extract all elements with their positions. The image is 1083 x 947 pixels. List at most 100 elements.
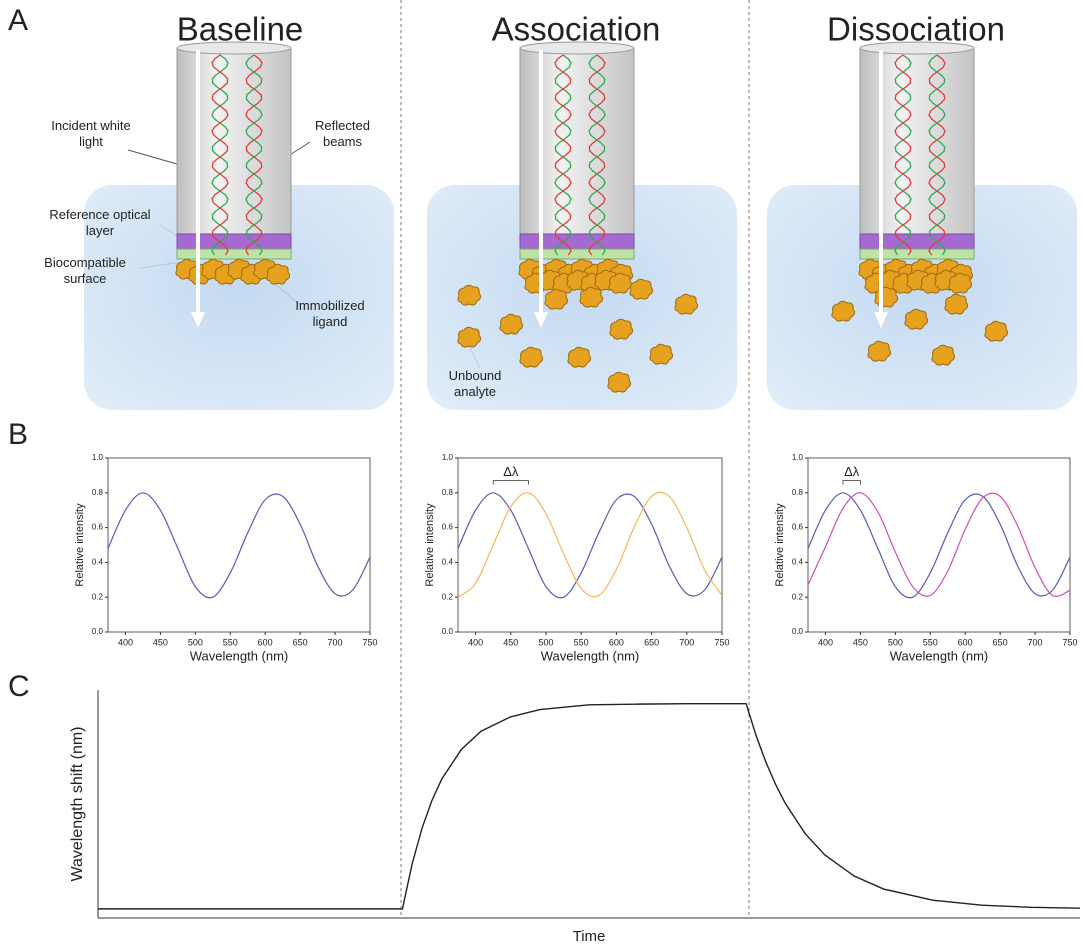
series-line	[807, 492, 1071, 599]
x-tick-label: 600	[958, 637, 973, 647]
fiber-tip	[519, 47, 635, 237]
y-tick-label: 0.0	[792, 627, 804, 636]
annotation: Incident white light	[51, 118, 131, 149]
x-tick-label: 650	[293, 637, 308, 647]
shift-bracket	[492, 480, 529, 485]
molecule	[544, 288, 569, 310]
molecule	[944, 293, 969, 315]
sensor-diagram	[767, 41, 1077, 410]
shift-bracket	[842, 480, 861, 485]
buffer-well	[84, 185, 394, 410]
light-wave	[928, 54, 946, 256]
x-tick-label: 450	[153, 637, 168, 647]
molecule	[609, 318, 634, 340]
x-tick-label: 500	[888, 637, 903, 647]
incident-arrowhead	[874, 312, 888, 328]
x-tick-label: 400	[818, 637, 833, 647]
x-tick-label: 750	[714, 637, 729, 647]
x-tick-label: 700	[1028, 637, 1043, 647]
y-tick-label: 0.0	[92, 627, 104, 636]
y-axis-label: Wavelength shift (nm)	[69, 726, 86, 881]
x-tick-label: 550	[574, 637, 589, 647]
y-tick-label: 0.6	[442, 523, 454, 532]
buffer-well	[767, 185, 1077, 410]
molecule	[266, 263, 291, 285]
y-tick-label: 0.4	[442, 558, 454, 567]
fiber-top	[859, 41, 975, 55]
x-tick-label: 550	[923, 637, 938, 647]
incident-arrowhead	[534, 312, 548, 328]
x-tick-label: 450	[503, 637, 518, 647]
panel-label: B	[8, 418, 28, 451]
light-wave	[554, 54, 572, 256]
molecule	[948, 272, 973, 294]
x-tick-label: 750	[362, 637, 377, 647]
x-tick-label: 700	[328, 637, 343, 647]
sensor-diagram	[84, 41, 394, 410]
y-tick-label: 0.4	[792, 558, 804, 567]
light-wave	[211, 54, 229, 256]
annotation: Reflected beams	[315, 118, 370, 149]
shift-annotation: Δλ	[844, 464, 860, 479]
axes-frame	[807, 457, 1071, 633]
y-tick-label: 1.0	[442, 453, 454, 462]
x-tick-label: 500	[188, 637, 203, 647]
annotation: Immobilized ligand	[295, 298, 365, 329]
molecule	[567, 346, 592, 368]
molecule	[499, 313, 524, 335]
reference-layer	[519, 233, 635, 250]
molecule	[931, 344, 956, 366]
y-tick-label: 0.8	[442, 488, 454, 497]
light-wave	[588, 54, 606, 256]
y-tick-label: 0.6	[792, 523, 804, 532]
x-tick-label: 650	[644, 637, 659, 647]
light-wave	[588, 54, 606, 256]
panel-label: C	[8, 670, 30, 703]
x-tick-label: 400	[118, 637, 133, 647]
molecule	[984, 320, 1009, 342]
biocompatible-layer	[176, 248, 292, 260]
x-tick-label: 500	[538, 637, 553, 647]
x-tick-label: 700	[679, 637, 694, 647]
y-axis-label: Relative intensity	[774, 503, 786, 587]
fiber-tip	[859, 47, 975, 237]
annotation: Reference optical layer	[49, 207, 151, 238]
fiber-tip	[176, 47, 292, 237]
y-tick-label: 0.6	[92, 523, 104, 532]
light-wave	[928, 54, 946, 256]
y-tick-label: 0.2	[792, 592, 804, 601]
light-wave	[245, 54, 263, 256]
y-axis-label: Relative intensity	[74, 503, 86, 587]
x-axis-label: Wavelength (nm)	[190, 648, 289, 663]
molecule	[649, 343, 674, 365]
x-tick-label: 400	[468, 637, 483, 647]
molecule	[579, 286, 604, 308]
y-tick-label: 0.4	[92, 558, 104, 567]
light-wave	[894, 54, 912, 256]
light-wave	[245, 54, 263, 256]
y-tick-label: 0.2	[92, 592, 104, 601]
x-tick-label: 600	[258, 637, 273, 647]
molecule	[674, 293, 699, 315]
shift-annotation: Δλ	[503, 464, 519, 479]
molecule	[867, 340, 892, 362]
x-tick-label: 550	[223, 637, 238, 647]
x-axis-label: Wavelength (nm)	[541, 648, 640, 663]
series-line	[107, 492, 371, 599]
molecule	[831, 300, 856, 322]
light-wave	[894, 54, 912, 256]
reference-layer	[176, 233, 292, 250]
reference-layer	[859, 233, 975, 250]
molecule	[629, 278, 654, 300]
series-line	[98, 702, 1081, 910]
y-tick-label: 0.0	[442, 627, 454, 636]
molecule	[904, 308, 929, 330]
series-line	[457, 491, 723, 598]
x-tick-label: 600	[609, 637, 624, 647]
y-tick-label: 1.0	[792, 453, 804, 462]
biocompatible-layer	[519, 248, 635, 260]
axes-frame	[107, 457, 371, 633]
x-axis-label: Wavelength (nm)	[890, 648, 989, 663]
molecule	[519, 346, 544, 368]
